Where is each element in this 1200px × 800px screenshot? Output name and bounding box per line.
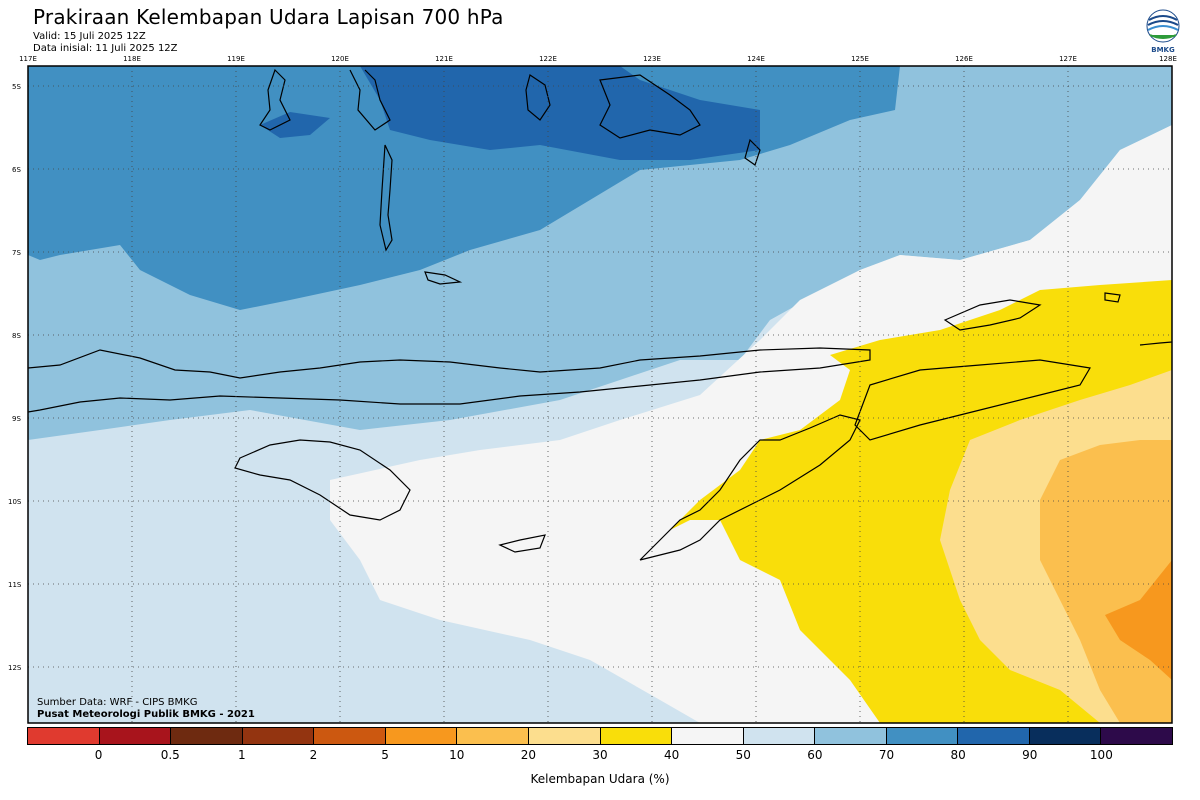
lon-label: 119E: [227, 55, 245, 63]
lat-label: 7S: [12, 249, 21, 257]
legend-tick-label: 5: [381, 748, 389, 762]
lon-label: 120E: [331, 55, 349, 63]
legend-ticks: 0 0.5 1 2 5 10 20 30 40 50 60 70 80 90 100: [27, 748, 1173, 764]
legend-swatch: [314, 728, 386, 744]
graticule: [28, 66, 1172, 723]
color-legend: [27, 727, 1173, 745]
lon-label: 126E: [955, 55, 973, 63]
legend-tick-label: 70: [878, 748, 895, 762]
legend-tick-label: 80: [950, 748, 966, 762]
lon-label: 124E: [747, 55, 765, 63]
legend-tick-label: 90: [1022, 748, 1038, 762]
humidity-fields: [28, 66, 1172, 723]
longitude-labels: 117E 118E 119E 120E 121E 122E 123E 124E …: [19, 55, 1177, 63]
legend-swatch: [600, 728, 673, 744]
legend-swatch: [815, 728, 887, 744]
lon-label: 122E: [539, 55, 557, 63]
legend-swatch: [1029, 728, 1102, 744]
lat-label: 10S: [8, 498, 22, 506]
lat-label: 8S: [12, 332, 21, 340]
coastlines: [28, 68, 1172, 561]
logo-label: BMKG: [1151, 46, 1175, 54]
lat-label: 9S: [12, 415, 21, 423]
legend-swatch: [958, 728, 1030, 744]
lon-label: 121E: [435, 55, 453, 63]
map-title: Prakiraan Kelembapan Udara Lapisan 700 h…: [33, 5, 504, 29]
legend-swatch: [457, 728, 529, 744]
data-source-credit: Sumber Data: WRF - CIPS BMKG: [37, 697, 198, 708]
legend-swatch: [1101, 728, 1172, 744]
legend-swatch: [28, 728, 100, 744]
legend-tick-label: 30: [592, 748, 608, 762]
lon-label: 117E: [19, 55, 37, 63]
valid-time: Valid: 15 Juli 2025 12Z: [33, 31, 146, 42]
legend-tick-label: 60: [807, 748, 823, 762]
legend-swatch: [743, 728, 816, 744]
lat-label: 12S: [8, 664, 22, 672]
legend-tick-label: 0.5: [160, 748, 180, 762]
lat-label: 6S: [12, 166, 21, 174]
legend-tick-label: 100: [1089, 748, 1113, 762]
lon-label: 118E: [123, 55, 141, 63]
lon-label: 128E: [1159, 55, 1177, 63]
latitude-labels: 5S 6S 7S 8S 9S 10S 11S 12S: [8, 83, 22, 672]
legend-tick-label: 40: [663, 748, 680, 762]
legend-swatch: [99, 728, 172, 744]
lon-label: 123E: [643, 55, 661, 63]
legend-tick-label: 0: [94, 748, 103, 762]
initial-data-time: Data inisial: 11 Juli 2025 12Z: [33, 43, 178, 54]
legend-tick-label: 10: [449, 748, 465, 762]
legend-swatch: [385, 728, 458, 744]
legend-tick-label: 20: [520, 748, 537, 762]
legend-swatch: [672, 728, 744, 744]
legend-tick-label: 50: [735, 748, 751, 762]
legend-swatch: [886, 728, 959, 744]
legend-tick-label: 2: [309, 748, 318, 762]
map-frame: [27, 65, 1173, 724]
bmkg-logo-icon: BMKG: [1145, 8, 1185, 58]
legend-swatch: [171, 728, 243, 744]
legend-swatch: [528, 728, 601, 744]
lat-label: 5S: [12, 83, 21, 91]
legend-tick-label: 1: [238, 748, 246, 762]
lon-label: 127E: [1059, 55, 1077, 63]
lat-label: 11S: [8, 581, 22, 589]
institution-credit: Pusat Meteorologi Publik BMKG - 2021: [37, 709, 255, 720]
legend-swatch: [242, 728, 315, 744]
legend-caption: Kelembapan Udara (%): [530, 772, 670, 786]
lon-label: 125E: [851, 55, 869, 63]
